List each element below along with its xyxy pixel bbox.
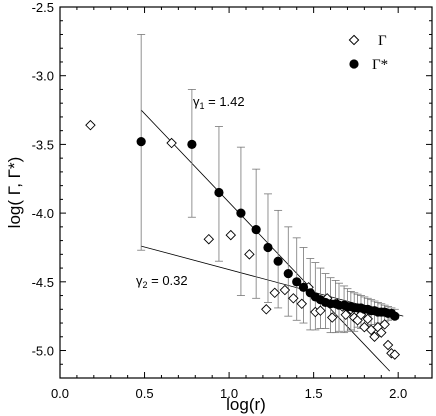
gamma-point xyxy=(315,305,326,316)
x-tick-label: 0.5 xyxy=(136,386,154,401)
anno-sub: 1 xyxy=(200,101,205,111)
y-tick-label: -3.5 xyxy=(32,137,54,152)
legend-marker-gamma-star xyxy=(349,59,359,69)
y-tick-label: -5.0 xyxy=(32,344,54,359)
x-tick-label: 2.0 xyxy=(389,386,407,401)
gamma-star-point xyxy=(187,139,197,150)
gamma-point xyxy=(288,293,299,304)
fit-annotation-gamma2: γ2 = 0.32 xyxy=(136,273,188,290)
gamma-star-point xyxy=(292,277,302,287)
legend-label-gamma: Γ xyxy=(378,33,387,49)
gamma-point xyxy=(382,339,394,351)
gamma-point xyxy=(369,331,380,343)
y-tick-label: -4.5 xyxy=(32,275,54,290)
legend: Γ Γ* xyxy=(348,33,388,73)
gamma-point xyxy=(261,304,272,315)
x-tick-label: 0.0 xyxy=(51,386,69,401)
axis-ticks: 0.0 0.5 1.0 1.5 2.0 -2.5 -3.0 -3.5 -4.0 -4.5 -5.0 xyxy=(32,0,432,401)
gamma-star-point xyxy=(263,242,273,253)
legend-marker-gamma xyxy=(348,34,360,46)
gamma-point xyxy=(362,313,373,325)
anno-rest: = 1.42 xyxy=(205,94,245,109)
gamma-star-point xyxy=(390,311,400,321)
gamma-point xyxy=(85,119,96,131)
anno-sub: 2 xyxy=(143,280,148,290)
gamma-point xyxy=(166,137,177,149)
gamma-star-point xyxy=(273,256,283,266)
gamma-point xyxy=(269,287,280,299)
x-tick-label: 1.5 xyxy=(305,386,323,401)
gamma-star-point xyxy=(214,187,224,198)
legend-label-gamma-star: Γ* xyxy=(372,57,388,73)
gamma-star-point xyxy=(298,282,309,292)
gamma-point xyxy=(326,312,338,323)
gamma-point xyxy=(379,319,390,330)
y-tick-label: -3.0 xyxy=(32,69,54,84)
gamma-star-point xyxy=(251,225,261,235)
gamma-star-point xyxy=(283,268,293,279)
x-axis-label: log(r) xyxy=(226,395,266,414)
gamma-point xyxy=(389,349,401,360)
data-points xyxy=(85,119,401,360)
gamma-point xyxy=(225,229,237,241)
gamma-star-point xyxy=(236,208,246,218)
fit-line-1 xyxy=(140,109,391,372)
gamma-point xyxy=(244,249,255,260)
y-tick-label: -2.5 xyxy=(32,0,54,15)
anno-rest: = 0.32 xyxy=(148,273,188,288)
gamma-point xyxy=(296,298,308,310)
y-axis-label: log( Γ, Γ*) xyxy=(5,157,24,229)
y-tick-label: -4.0 xyxy=(32,206,54,221)
gamma-point xyxy=(376,327,387,338)
gamma-point xyxy=(279,284,291,296)
anno-base: γ xyxy=(193,94,200,109)
gamma-point xyxy=(340,309,352,321)
gamma-star-point xyxy=(136,137,146,147)
anno-base: γ xyxy=(136,273,143,288)
fit-annotation-gamma1: γ1 = 1.42 xyxy=(193,94,245,111)
x-tick-label: 1.0 xyxy=(220,386,238,401)
gamma-point xyxy=(203,233,215,245)
gamma-point xyxy=(359,321,370,333)
